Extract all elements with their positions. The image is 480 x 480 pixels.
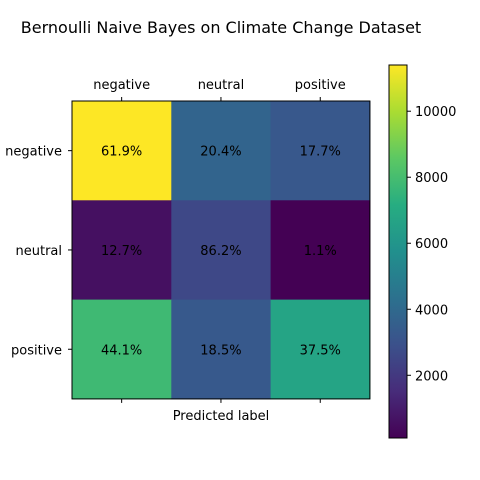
heatmap-cell-0-1 — [171, 101, 272, 201]
cell-label-1-0: 12.7% — [101, 244, 142, 259]
x-axis-label: Predicted label — [173, 409, 270, 424]
cell-label-0-1: 20.4% — [200, 145, 241, 160]
heatmap-cell-1-0 — [72, 200, 172, 301]
cell-label-1-2: 1.1% — [304, 244, 337, 259]
y-tick-label-0: negative — [5, 145, 62, 160]
heatmap-cell-2-1 — [171, 299, 272, 400]
heatmap-cell-labels: 61.9% 20.4% 17.7% 12.7% 86.2% 1.1% 44.1% 18.5% 3… — [101, 145, 341, 359]
colorbar-tick-label-2: 6000 — [415, 237, 448, 252]
cell-label-2-1: 18.5% — [200, 343, 241, 358]
cell-label-0-2: 17.7% — [300, 145, 341, 160]
y-tick-label-1: neutral — [16, 244, 63, 259]
colorbar-tick-label-3: 8000 — [415, 171, 448, 186]
heatmap-cell-2-0 — [72, 299, 172, 400]
heatmap-cell-1-2 — [270, 200, 371, 301]
y-axis-ticks: negative neutral positive — [5, 145, 72, 358]
x-tick-label-0: negative — [93, 78, 150, 93]
cell-label-2-2: 37.5% — [300, 343, 341, 358]
cell-label-2-0: 44.1% — [101, 343, 142, 358]
x-tick-label-2: positive — [295, 78, 346, 93]
colorbar: 2000 4000 6000 8000 10000 — [388, 64, 456, 439]
colorbar-gradient — [388, 64, 408, 439]
heatmap-cell-1-1 — [171, 200, 272, 301]
chart-title: Bernoulli Naive Bayes on Climate Change … — [21, 18, 421, 37]
heatmap-cells — [72, 101, 371, 400]
colorbar-tick-label-4: 10000 — [415, 105, 456, 120]
heatmap-cell-0-2 — [270, 101, 371, 201]
x-axis-ticks: negative neutral positive — [93, 78, 346, 403]
heatmap-cell-2-2 — [270, 299, 371, 400]
heatmap-cell-0-0 — [72, 101, 172, 201]
colorbar-tick-label-0: 2000 — [415, 369, 448, 384]
x-tick-label-1: neutral — [198, 78, 245, 93]
y-tick-label-2: positive — [11, 343, 62, 358]
cell-label-0-0: 61.9% — [101, 145, 142, 160]
colorbar-tick-label-1: 4000 — [415, 303, 448, 318]
cell-label-1-1: 86.2% — [200, 244, 241, 259]
